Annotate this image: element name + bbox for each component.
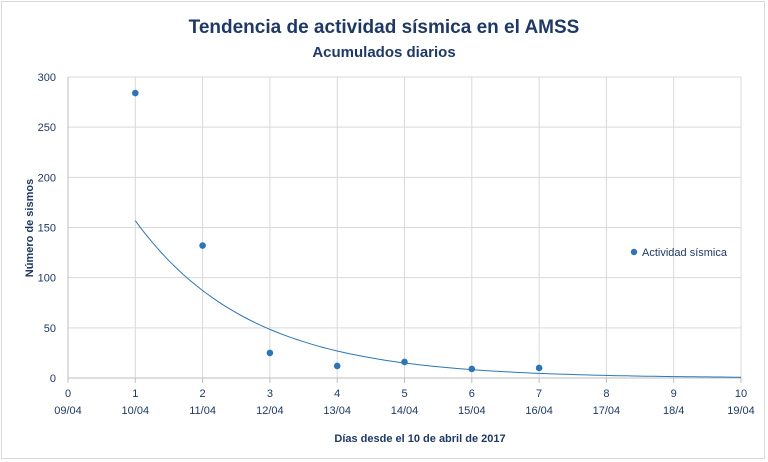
data-point [333,362,341,370]
x-tick-label: 5 [401,388,407,400]
x-tick-label: 8 [603,388,609,400]
x-tick-label: 6 [469,388,475,400]
data-point [199,242,206,249]
data-point [132,89,139,97]
x-date-label: 09/04 [54,405,82,417]
y-tick-label: 200 [38,172,56,184]
trendline-layer [134,220,741,378]
data-point [401,358,408,366]
y-tick-label: 100 [38,273,56,285]
x-date-label: 18/4 [663,405,684,417]
x-date-label: 10/04 [122,405,150,417]
chart-title: Tendencia de actividad sísmica en el AMS… [188,17,580,38]
data-points [132,89,543,373]
x-date-label: 12/04 [256,405,284,417]
x-tick-label: 10 [735,388,747,400]
x-tick-label: 0 [65,388,71,400]
trendline [134,220,741,378]
data-point [468,365,476,373]
data-point [535,364,543,372]
y-tick-label: 300 [38,72,56,84]
x-date-label: 13/04 [323,405,351,417]
legend-marker [630,248,638,256]
y-tick-label: 0 [50,373,56,385]
x-date-label: 14/04 [391,405,419,417]
x-date-label: 17/04 [593,405,621,417]
x-tick-label: 1 [132,388,138,400]
y-axis-label: Número de sismos [24,179,36,277]
x-tick-labels: 0 09/04 1 10/04 2 11/04 3 12/04 4 13/04 5 14/04 6 15/… [54,388,755,417]
legend-label: Actividad sísmica [642,247,728,259]
data-point [266,349,274,357]
y-tick-labels: 0 50 100 150 200 250 300 [38,72,56,385]
chart-subtitle: Acumulados diarios [312,44,456,61]
axes [67,77,742,383]
y-tick-label: 50 [44,323,56,335]
x-tick-label: 7 [536,388,542,400]
y-tick-label: 250 [38,122,56,134]
x-tick-label: 3 [267,388,273,400]
x-date-label: 19/04 [727,405,755,417]
x-tick-label: 9 [671,388,677,400]
x-tick-label: 2 [200,388,206,400]
x-date-label: 11/04 [189,405,216,417]
x-date-label: 15/04 [458,405,486,417]
x-axis-label: Días desde el 10 de abril de 2017 [334,433,505,445]
x-tick-label: 4 [334,388,340,400]
x-date-label: 16/04 [525,405,553,417]
legend: Actividad sísmica [630,247,728,259]
gridlines [68,76,742,378]
y-tick-label: 150 [38,223,56,235]
